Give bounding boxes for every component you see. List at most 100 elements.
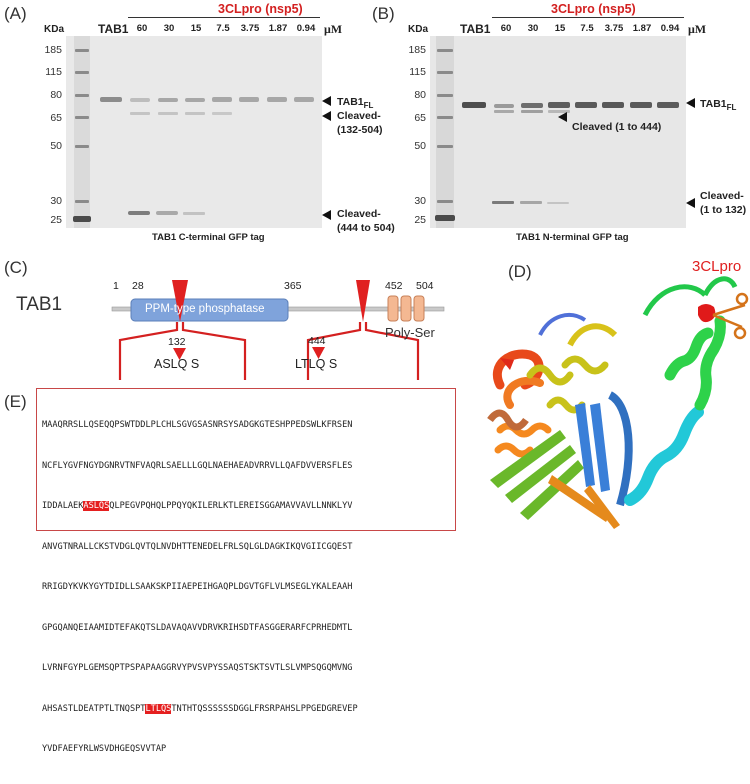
polyser-box <box>387 295 399 322</box>
cleaved-small-band-b <box>492 201 514 204</box>
domain-diagram <box>111 280 445 380</box>
mw-marker-label: 30 <box>414 195 426 207</box>
unit-label-b: μM <box>688 22 707 36</box>
kda-label-b: KDa <box>408 24 429 35</box>
zoom-line-2-right <box>364 322 420 380</box>
arrowhead-full-b <box>686 98 695 108</box>
kda-label-a: KDa <box>44 24 65 35</box>
polyser-label: Poly-Ser <box>385 325 435 340</box>
protease-bracket-b <box>492 17 684 18</box>
arrowheads-a <box>322 96 331 220</box>
lane-label: 3.75 <box>604 23 624 34</box>
protein-name: TAB1 <box>16 294 63 315</box>
site2-sequence: LTLQ S <box>295 357 338 371</box>
zoom-line-1-left <box>118 322 179 380</box>
band-label-cleaved2-a: Cleaved- <box>337 208 381 220</box>
band-label-cleaved2-b: Cleaved- <box>700 190 744 202</box>
panel-label-c: (C) <box>4 258 28 277</box>
panel-label-a: (A) <box>4 4 27 23</box>
sequence-line: LVRNFGYPLGEMSQPTPSPAPAAGGRVYPVSVPYSSAQST… <box>42 663 353 673</box>
mw-marker-label: 185 <box>408 44 426 56</box>
cleavage-marker-2 <box>356 280 370 322</box>
arrowhead-cleaved1-b <box>558 112 567 122</box>
protein-structure-ribbon <box>487 276 749 529</box>
pos-1: 1 <box>113 280 119 292</box>
sequence-box: MAAQRRSLLQSEQQPSWTDDLPLCHLSGVGSASNRSYSAD… <box>36 388 456 754</box>
arrowhead-cleaved2-b <box>686 198 695 208</box>
mw-marker-label: 50 <box>414 140 426 152</box>
protease-label-b: 3CLpro (nsp5) <box>551 2 636 16</box>
gel-image-a <box>66 36 322 228</box>
lane-bands-b <box>494 102 679 113</box>
caption-b: TAB1 N-terminal GFP tag <box>516 232 629 243</box>
lane-label: 3.75 <box>240 23 260 34</box>
tab1-lane-label-b: TAB1 <box>460 22 491 36</box>
site2-position: 444 <box>308 335 326 347</box>
mw-marker-label: 50 <box>50 140 62 152</box>
band-label-cleaved2-range-b: (1 to 132) <box>700 204 747 216</box>
mw-marker-label: 115 <box>409 66 426 78</box>
mw-marker-label: 25 <box>414 214 426 226</box>
pos-504: 504 <box>416 280 434 292</box>
ppm-domain-label: PPM-type phosphatase <box>145 303 265 315</box>
lane-label: 30 <box>163 23 175 34</box>
lane-label: 1.87 <box>632 23 652 34</box>
lane-label: 15 <box>554 23 566 34</box>
lane-label: 60 <box>500 23 512 34</box>
gel-image-b <box>430 36 686 228</box>
lane-label: 60 <box>136 23 148 34</box>
band-label-cleaved2-range-a: (444 to 504) <box>337 222 395 234</box>
ppm-domain <box>130 298 289 322</box>
pos-28: 28 <box>132 280 144 292</box>
band-label-cleaved1-range-a: (132-504) <box>337 124 383 136</box>
panel-label-d: (D) <box>508 262 532 281</box>
sequence-line: MAAQRRSLLQSEQQPSWTDDLPLCHLSGVGSASNRSYSAD… <box>42 420 353 430</box>
tab1-full-band-a <box>100 97 122 102</box>
tab1-full-band-b <box>462 102 486 108</box>
lane-label: 15 <box>190 23 202 34</box>
lane-label: 0.94 <box>296 23 316 34</box>
lane-label: 30 <box>527 23 539 34</box>
band-label-cleaved1-b: Cleaved (1 to 444) <box>572 121 662 133</box>
mw-marker-label: 25 <box>50 214 62 226</box>
sequence-line: IDDALAEKASLQSQLPEGVPQHQLPPQYQKILERLKTLER… <box>42 501 353 511</box>
sequence-line: AHSASTLDEATPTLTNQSPTLTLQSTNTHTQSSSSSSDGG… <box>42 703 358 714</box>
unit-label-a: μM <box>324 22 343 36</box>
site1-sequence: ASLQ S <box>154 357 200 371</box>
cleavage-marker-1 <box>172 280 188 322</box>
ladder-bands-a <box>73 49 91 222</box>
mw-marker-label: 115 <box>45 66 62 78</box>
band-label-full-b: TAB1FL <box>700 98 737 113</box>
lane-bands-a <box>130 97 314 115</box>
protease-label-a: 3CLpro (nsp5) <box>218 2 303 16</box>
sequence-line: NCFLYGVFNGYDGNRVTNFVAQRLSAELLLGQLNAEHAEA… <box>42 460 353 471</box>
ladder-bands-b <box>435 49 455 221</box>
cleavage-site-highlight-1: ASLQS <box>83 501 110 511</box>
mw-marker-label: 30 <box>50 195 62 207</box>
cleaved-small-band-a <box>128 211 150 215</box>
mw-marker-label: 65 <box>414 112 426 124</box>
pos-365: 365 <box>284 280 302 292</box>
sequence-line: ANVGTNRALLCKSTVDGLQVTQLNVDHTTENEDELFRLSQ… <box>42 541 353 552</box>
polyser-box <box>413 295 425 322</box>
cleavage-site-highlight-2: LTLQS <box>145 703 172 714</box>
pos-452: 452 <box>385 280 403 292</box>
zoom-line-2-left <box>306 322 362 380</box>
site1-position: 132 <box>168 336 186 348</box>
lane-label: 7.5 <box>580 23 594 34</box>
band-label-cleaved1-a: Cleaved- <box>337 110 381 122</box>
protein-sequence: MAAQRRSLLQSEQQPSWTDDLPLCHLSGVGSASNRSYSAD… <box>42 392 358 784</box>
mw-marker-label: 80 <box>50 89 62 101</box>
band-label-full-a: TAB1FL <box>337 96 374 111</box>
sequence-line: GPGQANQEIAAMIDTEFAKQTSLDAVAQAVVDRVKRIHSD… <box>42 622 353 633</box>
cleavage-marker-1-zoom <box>173 348 186 360</box>
tab1-lane-label-a: TAB1 <box>98 22 129 36</box>
sequence-line: RRIGDYKVKYGYTDIDLLSAAKSKPIIAEPEIHGAQPLDG… <box>42 582 353 592</box>
lane-label: 0.94 <box>660 23 680 34</box>
cleavage-site-highlight <box>698 304 716 323</box>
sequence-line: YVDFAEFYRLWSVDHGEQSVVTAP <box>42 744 167 754</box>
protease-bracket-a <box>128 17 320 18</box>
mw-marker-label: 185 <box>44 44 62 56</box>
cleavage-marker-2-zoom <box>312 347 325 359</box>
mw-marker-label: 80 <box>414 89 426 101</box>
